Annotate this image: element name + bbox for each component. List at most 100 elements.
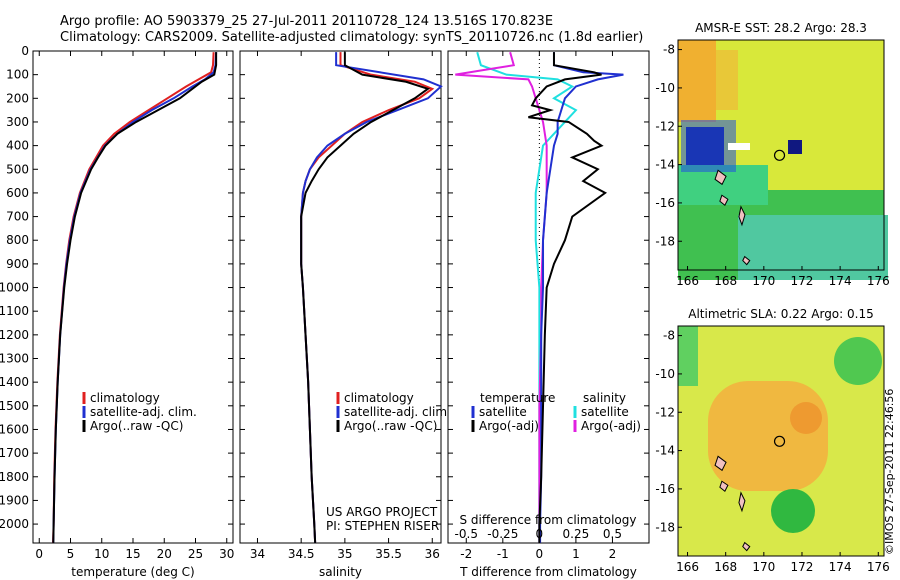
difference-xlabel: T difference from climatology <box>459 565 637 579</box>
temperature-xtick-label: 10 <box>94 547 109 561</box>
difference-s-tick-label: 0.25 <box>563 527 590 541</box>
salinity-xtick-label: 35.5 <box>375 547 402 561</box>
depth-tick-label: 1800 <box>0 470 29 484</box>
salinity-frame <box>239 50 442 544</box>
difference-s-tick-label: -0.5 <box>455 527 478 541</box>
sst_map-island <box>742 255 751 266</box>
sst_map-ytick-label: -14 <box>655 158 675 172</box>
sst_map-ytick-label: -18 <box>655 234 675 248</box>
sla_map-ytick-label: -18 <box>655 520 675 534</box>
depth-tick-label: 0 <box>21 44 29 58</box>
sla_map-ytick-label: -16 <box>655 482 675 496</box>
sst_map-xtick-label: 168 <box>714 274 737 288</box>
difference-xtick-label: 2 <box>609 547 617 561</box>
temperature-frame <box>32 50 234 544</box>
sst_map-island <box>714 169 727 186</box>
difference-s-legend-label: satellite <box>581 405 629 419</box>
difference-s-tick-label: 0.5 <box>603 527 622 541</box>
depth-tick-label: 200 <box>6 91 29 105</box>
sst_map-ytick-label: -10 <box>655 81 675 95</box>
sst_map-dark-blue-spot <box>788 140 802 154</box>
sla_map-xtick-label: 168 <box>714 560 737 574</box>
depth-tick-label: 1600 <box>0 422 29 436</box>
sla_map-frame <box>677 325 885 557</box>
salinity-xtick-label: 36 <box>425 547 440 561</box>
temperature-xtick-label: 30 <box>219 547 234 561</box>
depth-tick-label: 400 <box>6 139 29 153</box>
sst_map-island <box>738 205 746 227</box>
credit-pi: PI: STEPHEN RISER <box>326 519 439 533</box>
sla_map-xtick-label: 166 <box>676 560 699 574</box>
depth-tick-label: 1200 <box>0 328 29 342</box>
depth-tick-label: 1900 <box>0 493 29 507</box>
sla_map-xtick-label: 170 <box>752 560 775 574</box>
temperature-xtick-label: 20 <box>157 547 172 561</box>
sst_map-frame <box>677 39 885 271</box>
depth-tick-label: 1400 <box>0 375 29 389</box>
depth-tick-label: 500 <box>6 162 29 176</box>
sla_map-xtick-label: 174 <box>829 560 852 574</box>
imos-stamp: ©IMOS 27-Sep-2011 22:46:56 <box>883 389 896 555</box>
sst_map-missing-data <box>728 143 750 150</box>
difference-xtick-label: -1 <box>497 547 509 561</box>
sla_map-ytick-label: -14 <box>655 444 675 458</box>
sla_map-xtick-label: 172 <box>791 560 814 574</box>
sla_map-island <box>714 455 727 472</box>
difference-frame <box>447 50 650 544</box>
sla_map-high-patch <box>708 381 828 491</box>
salinity-legend-label: climatology <box>344 391 414 405</box>
difference-xtick-label: 0 <box>536 547 544 561</box>
temperature-xtick-label: 25 <box>188 547 203 561</box>
salinity-argo-line <box>300 52 431 544</box>
depth-tick-label: 1500 <box>0 399 29 413</box>
sst_map-xtick-label: 174 <box>829 274 852 288</box>
sst_map-xtick-label: 176 <box>867 274 890 288</box>
salinity-xtick-label: 34 <box>250 547 265 561</box>
depth-tick-label: 800 <box>6 233 29 247</box>
credit-project: US ARGO PROJECT <box>326 505 438 519</box>
depth-tick-label: 300 <box>6 115 29 129</box>
depth-tick-label: 1300 <box>0 352 29 366</box>
sst_map-xtick-label: 170 <box>752 274 775 288</box>
difference-temperature-argo-line <box>528 52 608 543</box>
difference-legend-s-title: salinity <box>583 391 626 405</box>
sst_map-warm-patch <box>678 40 716 122</box>
difference-s-tick-label: 0 <box>536 527 544 541</box>
sst_map-xtick-label: 172 <box>791 274 814 288</box>
depth-tick-label: 600 <box>6 186 29 200</box>
depth-tick-label: 2000 <box>0 517 29 531</box>
sst_map-island <box>719 194 729 207</box>
sst_map-teal-patch <box>738 215 888 280</box>
salinity-xtick-label: 35 <box>337 547 352 561</box>
difference-t-legend-label: satellite <box>479 405 527 419</box>
temperature-legend-label: climatology <box>90 391 160 405</box>
difference-t-legend-label: Argo(-adj) <box>479 419 539 433</box>
sst_map-ytick-label: -16 <box>655 196 675 210</box>
depth-tick-label: 1100 <box>0 304 29 318</box>
sst_map-blue-patch <box>681 120 736 172</box>
temperature-xtick-label: 5 <box>67 547 75 561</box>
difference-s-legend-label: Argo(-adj) <box>581 419 641 433</box>
sst_map-warm-patch-2 <box>716 50 738 110</box>
difference-s-xlabel: S difference from climatology <box>460 513 637 527</box>
sla_map-title: Altimetric SLA: 0.22 Argo: 0.15 <box>688 307 873 321</box>
depth-tick-label: 900 <box>6 257 29 271</box>
depth-tick-label: 1700 <box>0 446 29 460</box>
salinity-xtick-label: 34.5 <box>288 547 315 561</box>
depth-tick-label: 100 <box>6 68 29 82</box>
sla_map-island <box>738 491 746 513</box>
sla_map-xtick-label: 176 <box>867 560 890 574</box>
sla_map-low-patch-nw <box>678 326 698 386</box>
sst_map-ytick-label: -8 <box>663 43 675 57</box>
temperature-xlabel: temperature (deg C) <box>71 565 194 579</box>
depth-tick-label: 1000 <box>0 281 29 295</box>
difference-s-tick-label: -0.25 <box>487 527 518 541</box>
difference-salinity-argo-line <box>455 51 548 543</box>
sla_map-low-patch-s <box>771 489 815 533</box>
figure-title-line2: Climatology: CARS2009. Satellite-adjuste… <box>60 30 644 45</box>
sst_map-argo-marker <box>773 149 786 161</box>
temperature-legend-label: satellite-adj. clim. <box>90 405 197 419</box>
difference-legend-t-title: temperature <box>480 391 555 405</box>
sla_map-argo-marker <box>773 435 786 447</box>
sla_map-island <box>742 541 751 552</box>
